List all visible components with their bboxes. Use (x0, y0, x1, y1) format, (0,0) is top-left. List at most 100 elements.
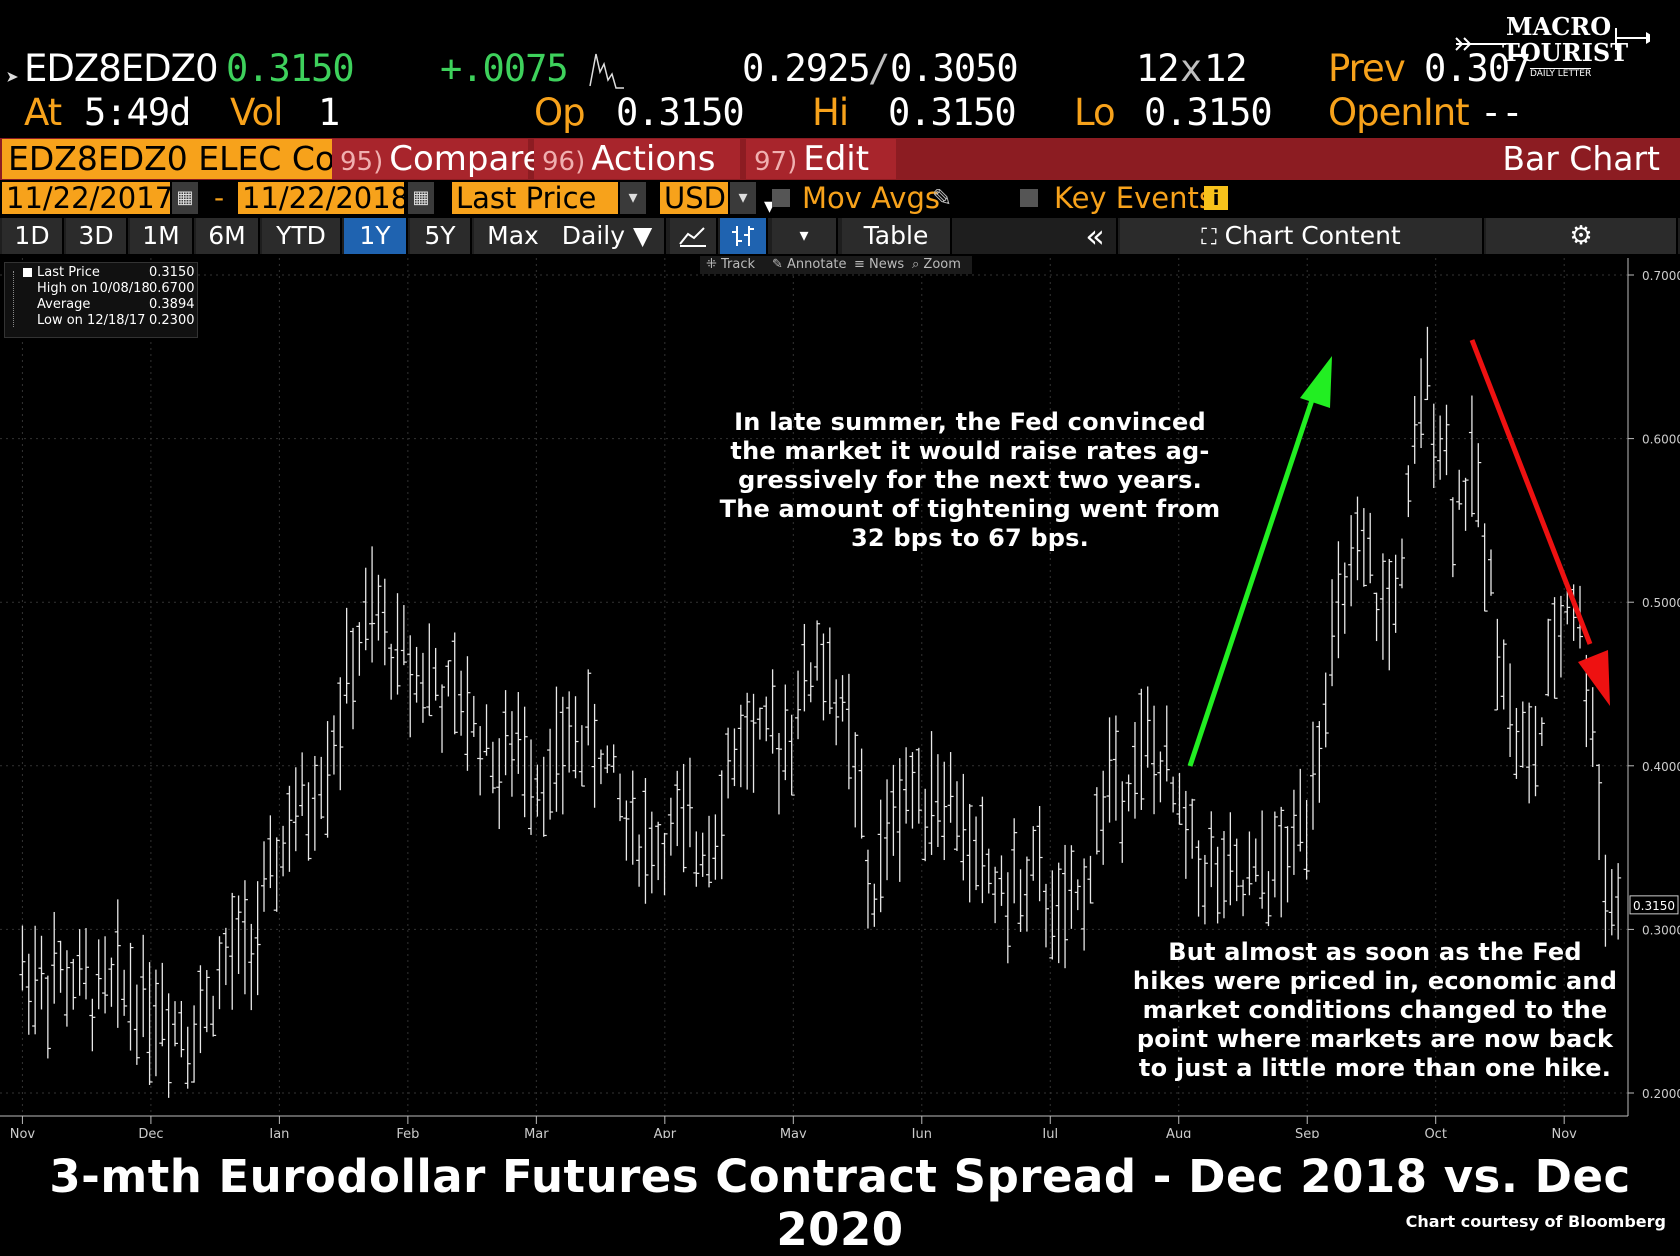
zoom-tool-label: Zoom (923, 257, 961, 272)
compare-number: 95) (340, 147, 384, 177)
size-separator: x (1180, 47, 1202, 90)
green-up-arrow-head (1300, 356, 1332, 408)
table-button[interactable]: Table (842, 218, 952, 254)
line-chart-icon[interactable] (670, 218, 718, 254)
frequency-select[interactable]: Daily ▼ (550, 218, 666, 254)
security-field[interactable]: EDZ8EDZ0 ELEC Com (2, 139, 374, 179)
chart-content-label: Chart Content (1224, 221, 1401, 250)
y-tick-label: 0.6000 (1642, 433, 1680, 447)
chevron-down-icon[interactable]: ▾ (730, 182, 756, 214)
y-tick-label: 0.2000 (1642, 1087, 1680, 1101)
green-up-arrow-shaft (1187, 375, 1323, 767)
annotation-line: hikes were priced in, economic and (1132, 967, 1618, 995)
y-tick-label: 0.3000 (1642, 923, 1680, 937)
vol-label: Vol (230, 91, 283, 134)
edit-button[interactable]: 97) Edit ▾ (746, 139, 896, 219)
mov-avgs-checkbox[interactable] (772, 189, 790, 207)
bid-price: 0.2925 (742, 47, 871, 90)
actions-button[interactable]: 96)Actions ▾ (534, 139, 740, 219)
gear-icon[interactable]: ⚙ (1486, 218, 1678, 254)
track-tool[interactable]: ⁜ Track (706, 257, 756, 272)
arrow-logo-icon (1455, 28, 1650, 51)
currency-select[interactable]: USD (660, 182, 728, 214)
red-down-arrow-shaft (1469, 339, 1593, 645)
chart-content-icon: ⛶ (1201, 225, 1217, 250)
chart-content-button[interactable]: ⛶ Chart Content (1120, 218, 1484, 254)
calendar-icon[interactable]: ▦ (172, 182, 198, 214)
ask-size: 12 (1204, 47, 1248, 90)
annotation-line: 32 bps to 67 bps. (851, 524, 1089, 552)
x-tick-label: Nov (10, 1127, 36, 1138)
annotate-tool-label: Annotate (787, 257, 847, 272)
info-icon[interactable]: i (1204, 186, 1228, 210)
high-value: 0.3150 (888, 91, 1017, 134)
range-button-6m[interactable]: 6M (196, 218, 260, 254)
legend-low-label: Low on 12/18/17 (37, 313, 146, 328)
x-tick-label: Feb (396, 1127, 419, 1138)
y-tick-label: 0.7000 (1642, 269, 1680, 283)
mov-avgs-label: Mov Avgs (802, 181, 940, 215)
red-down-arrow-head (1578, 650, 1610, 706)
range-button-ytd[interactable]: YTD (262, 218, 342, 254)
chart-title: 3-mth Eurodollar Futures Contract Spread… (49, 1150, 1631, 1256)
info-glyph: i (1212, 186, 1220, 210)
chart-credit: Chart courtesy of Bloomberg (1405, 1212, 1666, 1231)
sparkline-icon (589, 53, 624, 89)
range-button-1y[interactable]: 1Y (344, 218, 408, 254)
x-tick-label: Apr (654, 1127, 677, 1138)
edit-label: Edit (803, 139, 870, 179)
chevron-down-icon[interactable]: ▾ (620, 182, 646, 214)
actions-label: Actions (591, 139, 716, 179)
range-button-5y[interactable]: 5Y (410, 218, 472, 254)
annotation-bottom: But almost as soon as the Fed hikes were … (1120, 938, 1630, 1083)
prev-label: Prev (1328, 47, 1406, 90)
compare-label: Compare (389, 139, 544, 179)
news-tool[interactable]: ≡ News (854, 257, 905, 272)
logo-line2: TOURIST (1502, 38, 1629, 67)
openint-label: OpenInt (1328, 91, 1470, 134)
chart-tools-strip: ⁜ Track ✎ Annotate ≡ News ⌕ Zoom (700, 256, 972, 274)
annotation-top: In late summer, the Fed convinced the mar… (710, 408, 1230, 553)
logo-line1: MACRO (1506, 12, 1612, 41)
pencil-icon[interactable]: ✎ (932, 184, 953, 212)
range-button-max[interactable]: Max (474, 218, 554, 254)
cursor-arrow: ➤ (6, 66, 20, 91)
ticker: EDZ8EDZ0 (24, 47, 219, 90)
collapse-icon[interactable]: « (1074, 218, 1118, 254)
x-tick-label: Mar (524, 1127, 549, 1138)
annotation-line: the market it would raise rates ag- (730, 437, 1210, 465)
bar-chart-icon[interactable] (720, 218, 768, 254)
end-date-field[interactable]: 11/22/2018 (238, 182, 409, 214)
range-button-1m[interactable]: 1M (130, 218, 194, 254)
field-select[interactable]: Last Price (452, 182, 618, 214)
chevron-down-icon[interactable]: ▾ (772, 218, 838, 254)
legend-last-value: 0.3150 (149, 265, 195, 280)
x-tick-label: Jun (911, 1127, 932, 1138)
annotation-line: But almost as soon as the Fed (1168, 938, 1582, 966)
annotation-line: The amount of tightening went from (719, 495, 1221, 523)
x-tick-label: Nov (1551, 1127, 1577, 1138)
low-label: Lo (1074, 91, 1116, 134)
bid-ask-separator: / (868, 47, 890, 90)
zoom-tool[interactable]: ⌕ Zoom (912, 257, 961, 272)
legend-average-label: Average (37, 297, 91, 312)
last-value-box (1629, 895, 1679, 915)
start-date-field[interactable]: 11/22/2017 (2, 182, 173, 214)
chart-type-label: Bar Chart (1502, 139, 1660, 178)
x-tick-label: Dec (138, 1127, 163, 1138)
legend-low-value: 0.2300 (149, 313, 195, 328)
compare-button[interactable]: 95) Compare (332, 139, 543, 179)
annotate-tool[interactable]: ✎ Annotate (772, 257, 847, 272)
range-button-1d[interactable]: 1D (2, 218, 64, 254)
key-events-checkbox[interactable] (1020, 189, 1038, 207)
calendar-icon[interactable]: ▦ (408, 182, 434, 214)
x-tick-label: Oct (1424, 1127, 1446, 1138)
range-button-3d[interactable]: 3D (66, 218, 128, 254)
at-label: At (24, 91, 62, 134)
prev-value: 0.307 (1424, 47, 1531, 90)
high-label: Hi (812, 91, 849, 134)
net-change: +.0075 (440, 47, 569, 90)
x-tick-label: May (780, 1127, 807, 1138)
low-value: 0.3150 (1144, 91, 1273, 134)
y-tick-label: 0.4000 (1642, 760, 1680, 774)
